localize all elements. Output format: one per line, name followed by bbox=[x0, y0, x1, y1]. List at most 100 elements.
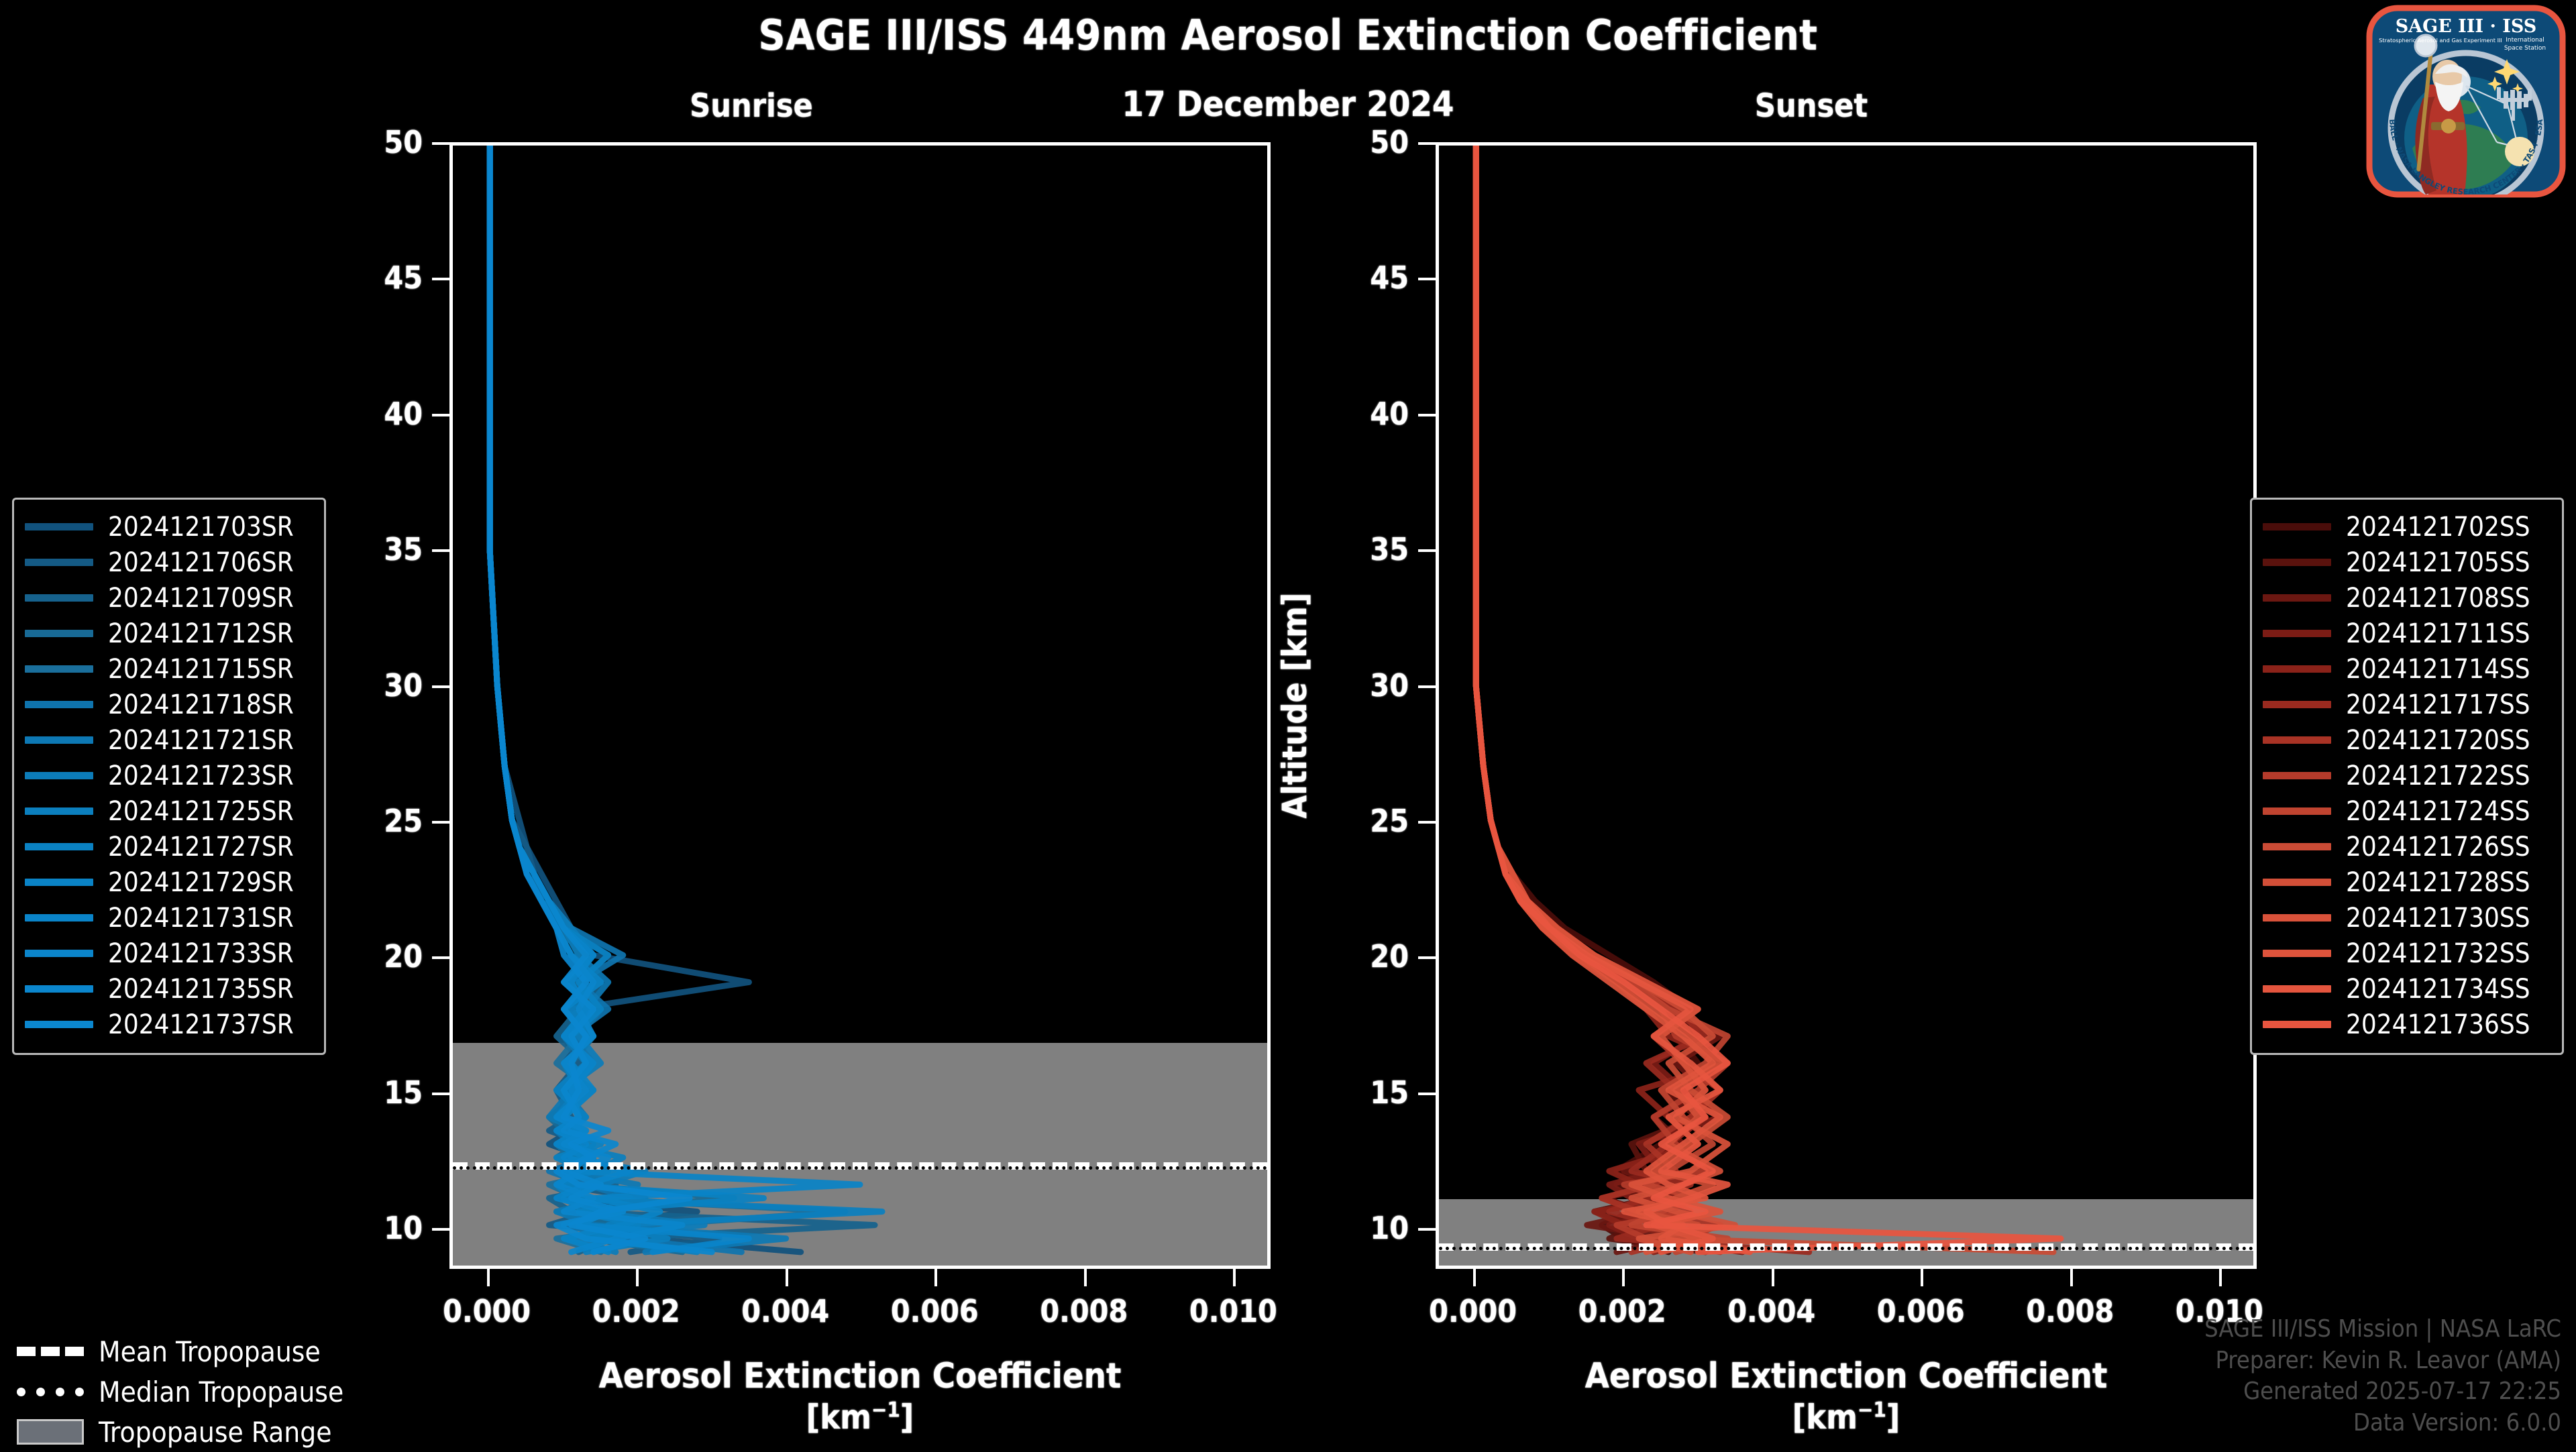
tropopause-legend-item[interactable]: Tropopause Range bbox=[15, 1412, 431, 1452]
profile-line bbox=[486, 146, 878, 1255]
legend-item-2024121726SS[interactable]: 2024121726SS bbox=[2263, 829, 2551, 864]
legend-item-2024121721SR[interactable]: 2024121721SR bbox=[25, 722, 313, 758]
legend-color-swatch bbox=[25, 807, 93, 815]
profile-line bbox=[486, 146, 686, 1255]
x-axis-tick bbox=[1233, 1269, 1236, 1286]
x-axis-tick bbox=[2219, 1269, 2222, 1286]
legend-item-2024121735SR[interactable]: 2024121735SR bbox=[25, 971, 313, 1007]
mean-tropopause-line-sunrise bbox=[453, 1162, 1267, 1170]
legend-color-swatch bbox=[2263, 665, 2331, 673]
y-axis-tick-label: 20 bbox=[384, 938, 423, 975]
legend-item-label: 2024121732SS bbox=[2346, 938, 2530, 969]
legend-item-2024121702SS[interactable]: 2024121702SS bbox=[2263, 509, 2551, 545]
legend-item-2024121732SS[interactable]: 2024121732SS bbox=[2263, 936, 2551, 971]
credit-data-version: Data Version: 6.0.0 bbox=[2353, 1409, 2561, 1437]
legend-item-2024121709SR[interactable]: 2024121709SR bbox=[25, 580, 313, 616]
y-axis-tick bbox=[432, 278, 449, 281]
legend-item-2024121731SR[interactable]: 2024121731SR bbox=[25, 900, 313, 936]
legend-item-label: 2024121736SS bbox=[2346, 1009, 2530, 1040]
y-axis-tick bbox=[1418, 821, 1436, 824]
x-axis-tick bbox=[486, 1269, 490, 1286]
legend-tropopause[interactable]: Mean Tropopause Median Tropopause Tropopau… bbox=[15, 1331, 431, 1452]
x-axis-tick-label: 0.006 bbox=[890, 1293, 979, 1329]
profile-line bbox=[486, 146, 752, 1255]
legend-item-label: 2024121729SR bbox=[108, 867, 294, 898]
profile-line bbox=[1472, 146, 1738, 1255]
legend-color-swatch bbox=[2263, 559, 2331, 566]
legend-item-2024121730SS[interactable]: 2024121730SS bbox=[2263, 900, 2551, 936]
credit-mission: SAGE III/ISS Mission | NASA LaRC bbox=[2204, 1315, 2561, 1343]
plot-area-sunset bbox=[1439, 146, 2253, 1266]
x-axis-label-text: Aerosol Extinction Coefficient bbox=[598, 1356, 1122, 1396]
profile-line bbox=[486, 146, 745, 1255]
legend-item-2024121733SR[interactable]: 2024121733SR bbox=[25, 936, 313, 971]
legend-item-2024121705SS[interactable]: 2024121705SS bbox=[2263, 545, 2551, 580]
tropopause-legend-item[interactable]: Median Tropopause bbox=[15, 1372, 431, 1412]
profile-curves-sunset bbox=[1472, 146, 2064, 1255]
x-axis-tick bbox=[2070, 1269, 2073, 1286]
legend-item-2024121720SS[interactable]: 2024121720SS bbox=[2263, 722, 2551, 758]
profile-line bbox=[486, 146, 804, 1255]
profile-line bbox=[486, 146, 737, 1255]
legend-item-label: 2024121727SR bbox=[108, 831, 294, 862]
legend-sunrise-events[interactable]: 2024121703SR 2024121706SR 2024121709SR 2024… bbox=[12, 498, 326, 1055]
legend-item-2024121723SR[interactable]: 2024121723SR bbox=[25, 758, 313, 793]
legend-item-label: 2024121702SS bbox=[2346, 511, 2530, 543]
plot-panel-sunrise: Altitude [km] Aerosol Extinction Coeffic… bbox=[289, 124, 1277, 1437]
y-axis-tick-label: 45 bbox=[1370, 260, 1409, 296]
y-axis-tick-label: 10 bbox=[1370, 1210, 1409, 1247]
legend-item-2024121728SS[interactable]: 2024121728SS bbox=[2263, 864, 2551, 900]
legend-item-2024121718SR[interactable]: 2024121718SR bbox=[25, 687, 313, 722]
legend-color-swatch bbox=[2263, 807, 2331, 815]
legend-item-label: 2024121723SR bbox=[108, 760, 294, 791]
legend-item-2024121708SS[interactable]: 2024121708SS bbox=[2263, 580, 2551, 616]
legend-color-swatch bbox=[25, 701, 93, 708]
legend-color-swatch bbox=[2263, 701, 2331, 708]
tropopause-range-swatch bbox=[16, 1419, 84, 1445]
legend-item-label: 2024121718SR bbox=[108, 689, 294, 720]
legend-item-label: 2024121703SR bbox=[108, 511, 294, 543]
legend-item-2024121737SR[interactable]: 2024121737SR bbox=[25, 1007, 313, 1042]
legend-item-label: 2024121712SR bbox=[108, 618, 294, 649]
x-axis-label-text: Aerosol Extinction Coefficient bbox=[1585, 1356, 2108, 1396]
x-axis-tick bbox=[1622, 1269, 1625, 1286]
y-axis-tick-label: 50 bbox=[1370, 124, 1409, 160]
legend-color-swatch bbox=[25, 559, 93, 566]
x-axis-tick-label: 0.010 bbox=[1189, 1293, 1277, 1329]
profile-line bbox=[486, 146, 863, 1255]
tropopause-legend-item[interactable]: Mean Tropopause bbox=[15, 1331, 431, 1372]
legend-item-2024121715SR[interactable]: 2024121715SR bbox=[25, 651, 313, 687]
legend-item-2024121722SS[interactable]: 2024121722SS bbox=[2263, 758, 2551, 793]
y-axis-tick-label: 25 bbox=[1370, 803, 1409, 840]
legend-item-2024121703SR[interactable]: 2024121703SR bbox=[25, 509, 313, 545]
legend-item-2024121727SR[interactable]: 2024121727SR bbox=[25, 829, 313, 864]
page-title: SAGE III/ISS 449nm Aerosol Extinction Co… bbox=[758, 11, 1818, 60]
legend-sunset-events[interactable]: 2024121702SS 2024121705SS 2024121708SS 2024… bbox=[2250, 498, 2564, 1055]
y-axis-tick-label: 50 bbox=[384, 124, 423, 160]
x-axis-tick-label: 0.010 bbox=[2175, 1293, 2263, 1329]
median-tropopause-line-sunset bbox=[1439, 1246, 2253, 1250]
legend-item-2024121725SR[interactable]: 2024121725SR bbox=[25, 793, 313, 829]
legend-item-2024121711SS[interactable]: 2024121711SS bbox=[2263, 616, 2551, 651]
legend-item-2024121734SS[interactable]: 2024121734SS bbox=[2263, 971, 2551, 1007]
legend-item-2024121714SS[interactable]: 2024121714SS bbox=[2263, 651, 2551, 687]
legend-item-label: 2024121705SS bbox=[2346, 547, 2530, 578]
panel-caption-sunset: Sunset bbox=[1754, 87, 1868, 125]
y-axis-label-sunset: Altitude [km] bbox=[1275, 592, 1314, 819]
legend-item-label: 2024121733SR bbox=[108, 938, 294, 969]
legend-item-2024121712SR[interactable]: 2024121712SR bbox=[25, 616, 313, 651]
y-axis-tick bbox=[1418, 278, 1436, 281]
legend-item-2024121729SR[interactable]: 2024121729SR bbox=[25, 864, 313, 900]
legend-item-2024121717SS[interactable]: 2024121717SS bbox=[2263, 687, 2551, 722]
legend-color-swatch bbox=[2263, 736, 2331, 744]
y-axis-tick bbox=[432, 1228, 449, 1231]
legend-item-2024121706SR[interactable]: 2024121706SR bbox=[25, 545, 313, 580]
tropopause-legend-swatch bbox=[15, 1387, 85, 1396]
legend-item-2024121736SS[interactable]: 2024121736SS bbox=[2263, 1007, 2551, 1042]
legend-item-2024121724SS[interactable]: 2024121724SS bbox=[2263, 793, 2551, 829]
y-axis-tick bbox=[1418, 413, 1436, 416]
y-axis-tick-label: 15 bbox=[1370, 1074, 1409, 1111]
y-axis-tick-label: 15 bbox=[384, 1074, 423, 1111]
legend-color-swatch bbox=[25, 1021, 93, 1028]
